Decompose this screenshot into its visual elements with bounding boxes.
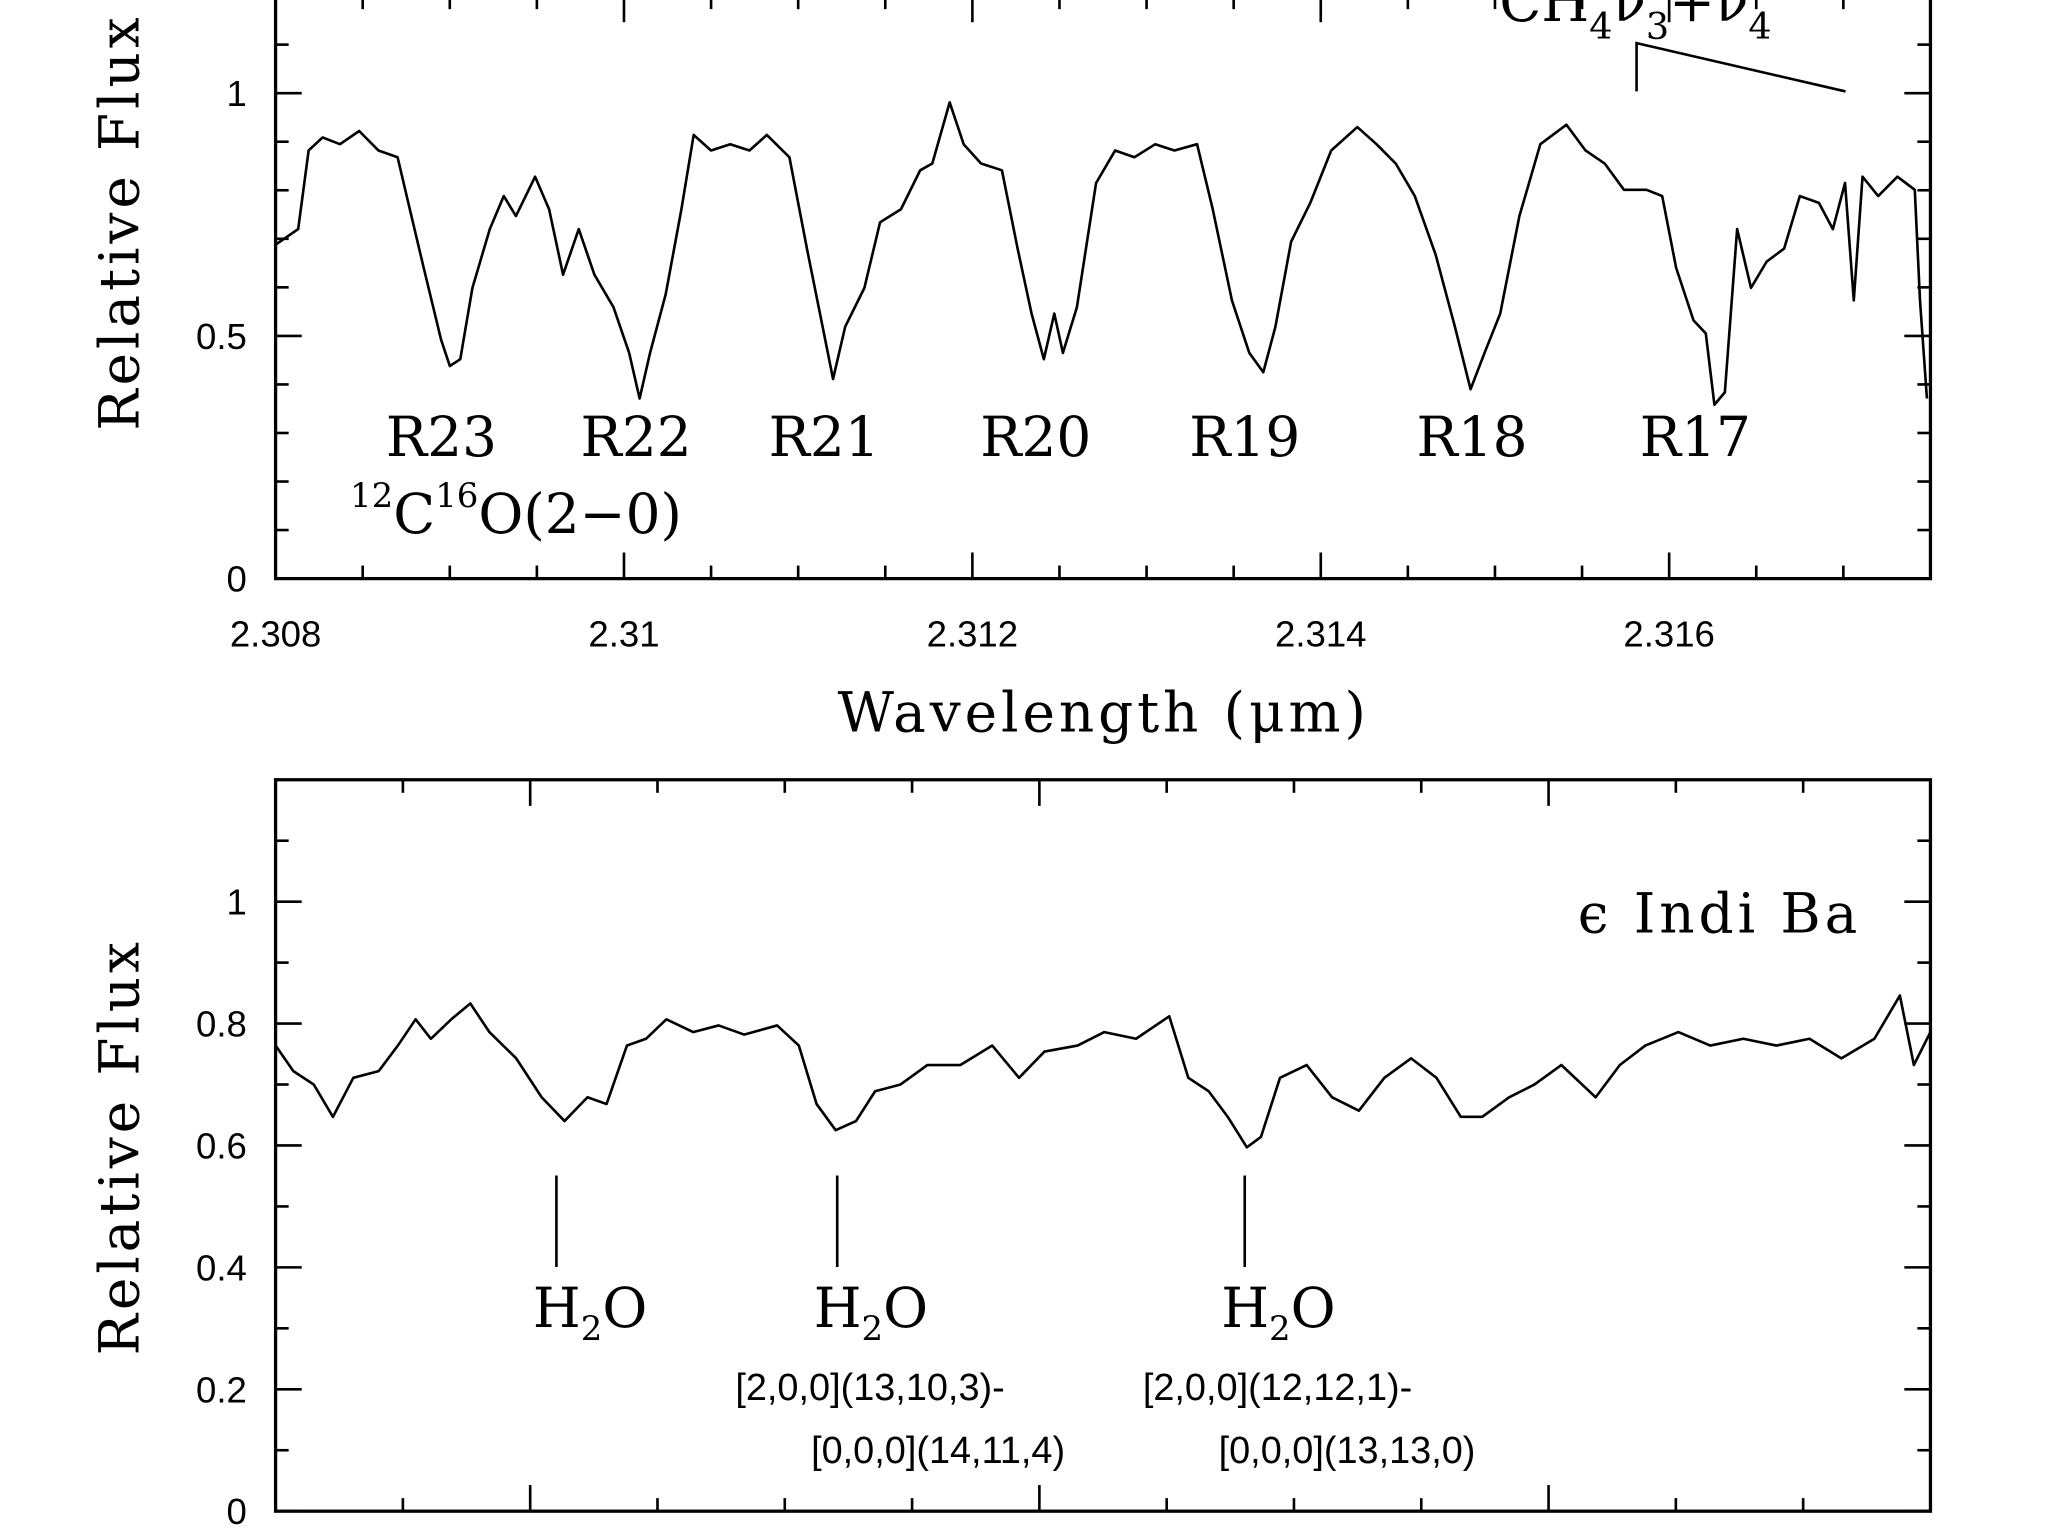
feature-label-part: H: [814, 1276, 862, 1340]
y-tick-label: 0.8: [196, 1004, 247, 1045]
band-bracket: [1635, 41, 1846, 93]
feature-label-part: H: [533, 1276, 581, 1340]
transition-label: [0,0,0](13,13,0): [1219, 1430, 1476, 1472]
line-label: R18: [1416, 405, 1527, 469]
molecule-label-part: C: [393, 482, 435, 546]
y-axis-label: Relative Flux: [87, 13, 151, 430]
feature-label: H2O: [814, 1276, 928, 1349]
y-tick-label: 0.6: [196, 1126, 247, 1167]
feature-label-part: O: [1291, 1276, 1336, 1340]
molecule-label-part: O(2−0): [478, 482, 682, 546]
band-label-part: CH: [1499, 0, 1589, 34]
line-label: R21: [769, 405, 880, 469]
x-axis-label: Wavelength (μm): [838, 680, 1370, 744]
feature-label: H2O: [1221, 1276, 1335, 1349]
y-tick-label: 0.2: [196, 1369, 247, 1410]
feature-label: H2O: [533, 1276, 647, 1349]
object-label: ϵ Indi Ba: [1578, 882, 1861, 946]
band-label: CH4ν3+ν4: [1499, 0, 1771, 48]
line-label: R20: [980, 405, 1091, 469]
x-tick-label: 2.31: [588, 614, 659, 655]
y-axis-label: Relative Flux: [87, 938, 151, 1355]
y-tick-label: 1: [227, 882, 247, 923]
band-label-part: ν: [1715, 0, 1748, 34]
spectrum-line: [274, 994, 1932, 1149]
band-label-part: ν: [1612, 0, 1645, 34]
line-label: R19: [1189, 405, 1300, 469]
feature-label-part: O: [602, 1276, 647, 1340]
line-label: R17: [1640, 405, 1751, 469]
spectrum-line: [274, 101, 1929, 407]
x-tick-label: 2.308: [230, 614, 321, 655]
feature-label-part: 2: [862, 1309, 884, 1349]
x-tick-label: 2.312: [927, 614, 1019, 655]
transition-label: [0,0,0](14,11,4): [811, 1430, 1065, 1472]
x-tick-label: 2.314: [1275, 614, 1366, 655]
line-label: R23: [386, 405, 497, 469]
y-tick-label: 0: [227, 1491, 247, 1532]
transition-label: [2,0,0](13,10,3)-: [735, 1367, 1004, 1409]
molecule-label: 12C16O(2−0): [350, 476, 682, 546]
y-tick-label: 0: [227, 559, 247, 600]
feature-label-part: O: [883, 1276, 928, 1340]
feature-label-part: H: [1221, 1276, 1269, 1340]
x-tick-label: 2.316: [1623, 614, 1715, 655]
feature-label-part: 2: [1269, 1309, 1291, 1349]
y-tick-label: 1: [227, 73, 247, 114]
band-label-part: 4: [1589, 5, 1612, 48]
transition-label: [2,0,0](12,12,1)-: [1143, 1367, 1412, 1409]
band-label-part: +: [1669, 0, 1715, 34]
line-label: R22: [581, 405, 692, 469]
molecule-label-part: 12: [350, 476, 393, 516]
band-label-part: 3: [1646, 5, 1669, 48]
feature-label-part: 2: [581, 1309, 603, 1349]
band-label-part: 4: [1748, 5, 1771, 48]
molecule-label-part: 16: [435, 476, 478, 516]
y-tick-label: 0.4: [196, 1247, 247, 1288]
y-tick-label: 0.5: [196, 316, 247, 357]
